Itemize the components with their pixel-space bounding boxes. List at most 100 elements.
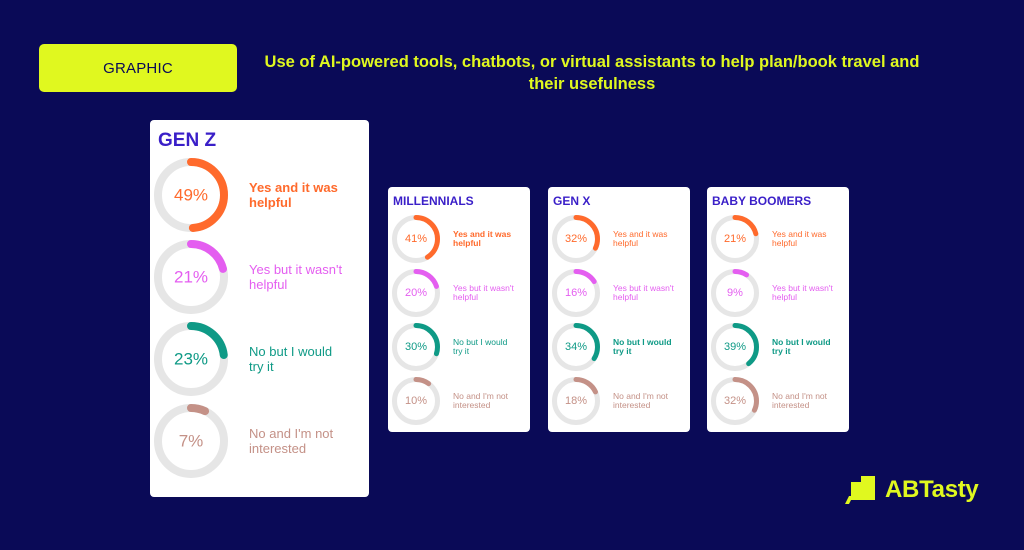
percent-label: 32%: [724, 395, 746, 407]
percent-label: 41%: [405, 233, 427, 245]
category-label-line: No but I would: [249, 344, 333, 359]
percent-label: 21%: [174, 268, 208, 287]
donut-arc: [711, 323, 759, 371]
category-label: No but I would try it: [613, 336, 687, 357]
category-label-line: helpful: [772, 238, 798, 248]
category-label-line: No and I'm not: [613, 390, 669, 401]
abtasty-logo-icon: [845, 476, 875, 504]
card-title: GEN X: [553, 194, 591, 208]
category-label-line: helpful: [613, 238, 639, 248]
donut-yes-and-it-was-helpful: 41%: [392, 215, 440, 263]
category-label-line: Yes but it wasn't: [249, 262, 343, 277]
donut-no-but-i-would-try-it: 30%: [392, 323, 440, 371]
donut-no-but-i-would-try-it: 23%: [154, 322, 228, 396]
card-gen-x: GEN X 32% Yes and it was helpful 16% Yes but …: [548, 187, 690, 432]
donut-no-and-i-m-not-interested: 32%: [711, 377, 759, 425]
donut-arc: [552, 377, 600, 425]
category-label-line: helpful: [613, 292, 639, 302]
donut-no-but-i-would-try-it: 39%: [711, 323, 759, 371]
donut-arc: [392, 377, 440, 425]
card-baby-boomers: BABY BOOMERS 21% Yes and it was helpful 9% Ye…: [707, 187, 849, 432]
percent-label: 7%: [179, 432, 204, 451]
category-label-line: interested: [453, 400, 491, 410]
donut-arc: [552, 269, 600, 317]
donut-arc: [154, 240, 228, 314]
donut-yes-but-it-wasn-t-helpful: 9%: [711, 269, 759, 317]
percent-label: 20%: [405, 287, 427, 299]
donut-arc: [711, 215, 759, 263]
donut-arc: [392, 323, 440, 371]
category-label: No and I'm not interested: [453, 390, 527, 411]
graphic-tag: GRAPHIC: [39, 44, 237, 92]
percent-label: 18%: [565, 395, 587, 407]
percent-label: 39%: [724, 341, 746, 353]
category-label: No but I would try it: [249, 344, 359, 374]
category-label-line: try it: [613, 346, 632, 356]
logo-text: ABTasty: [885, 476, 979, 503]
percent-label: 9%: [727, 287, 743, 299]
category-label: Yes and it was helpful: [249, 180, 359, 210]
category-label-line: Yes and it was: [453, 228, 512, 239]
category-label-line: No but I would: [772, 336, 831, 347]
category-label-line: interested: [613, 400, 651, 410]
percent-label: 49%: [174, 186, 208, 205]
percent-label: 21%: [724, 233, 746, 245]
category-label: Yes but it wasn't helpful: [453, 282, 527, 303]
category-label: No and I'm not interested: [772, 390, 846, 411]
donut-arc: [154, 404, 228, 478]
category-label-line: helpful: [249, 195, 292, 210]
category-label-line: No and I'm not: [249, 426, 334, 441]
category-label-line: try it: [772, 346, 791, 356]
percent-label: 23%: [174, 350, 208, 369]
abtasty-logo: ABTasty: [845, 474, 995, 506]
category-label-line: Yes but it wasn't: [772, 282, 833, 293]
category-label: Yes and it was helpful: [772, 228, 846, 249]
category-label-line: interested: [249, 441, 307, 456]
card-gen-z: GEN Z 49% Yes and it was helpful 21% Yes but …: [150, 120, 369, 497]
card-millennials: MILLENNIALS 41% Yes and it was helpful 20% Ye…: [388, 187, 530, 432]
category-label-line: No but I would: [453, 336, 508, 347]
donut-arc: [392, 215, 440, 263]
category-label-line: No and I'm not: [453, 390, 509, 401]
donut-yes-but-it-wasn-t-helpful: 21%: [154, 240, 228, 314]
card-title: BABY BOOMERS: [712, 194, 812, 208]
donut-arc: [392, 269, 440, 317]
donut-yes-and-it-was-helpful: 21%: [711, 215, 759, 263]
category-label-line: helpful: [453, 238, 481, 248]
category-label: No and I'm not interested: [249, 426, 359, 456]
donut-arc: [711, 377, 759, 425]
percent-label: 10%: [405, 395, 427, 407]
category-label: No and I'm not interested: [613, 390, 687, 411]
category-label-line: helpful: [249, 277, 288, 292]
donut-arc: [154, 322, 228, 396]
donut-arc: [711, 269, 759, 317]
category-label-line: helpful: [453, 292, 479, 302]
category-label: Yes and it was helpful: [613, 229, 687, 249]
category-label-line: No but I would: [613, 336, 672, 347]
category-label-line: Yes but it wasn't: [613, 282, 674, 293]
category-label-line: Yes and it was: [772, 228, 827, 239]
percent-label: 30%: [405, 341, 427, 353]
category-label: Yes but it wasn't helpful: [772, 282, 846, 303]
category-label-line: try it: [453, 346, 470, 356]
card-title: GEN Z: [158, 130, 217, 151]
category-label-line: helpful: [772, 292, 798, 302]
category-label: Yes and it was helpful: [453, 228, 527, 249]
donut-arc: [552, 323, 600, 371]
percent-label: 16%: [565, 287, 587, 299]
donut-yes-but-it-wasn-t-helpful: 20%: [392, 269, 440, 317]
card-title: MILLENNIALS: [393, 194, 474, 208]
category-label-line: Yes but it wasn't: [453, 282, 514, 293]
category-label: No but I would try it: [772, 336, 846, 357]
category-label: No but I would try it: [453, 336, 527, 357]
donut-arc: [552, 215, 600, 263]
category-label-line: Yes and it was: [249, 180, 338, 195]
donut-no-and-i-m-not-interested: 7%: [154, 404, 228, 478]
category-label-line: interested: [772, 400, 810, 410]
donut-yes-but-it-wasn-t-helpful: 16%: [552, 269, 600, 317]
category-label: Yes but it wasn't helpful: [249, 262, 359, 292]
donut-yes-and-it-was-helpful: 49%: [154, 158, 228, 232]
category-label-line: No and I'm not: [772, 390, 828, 401]
donut-arc: [154, 158, 228, 232]
donut-yes-and-it-was-helpful: 32%: [552, 215, 600, 263]
